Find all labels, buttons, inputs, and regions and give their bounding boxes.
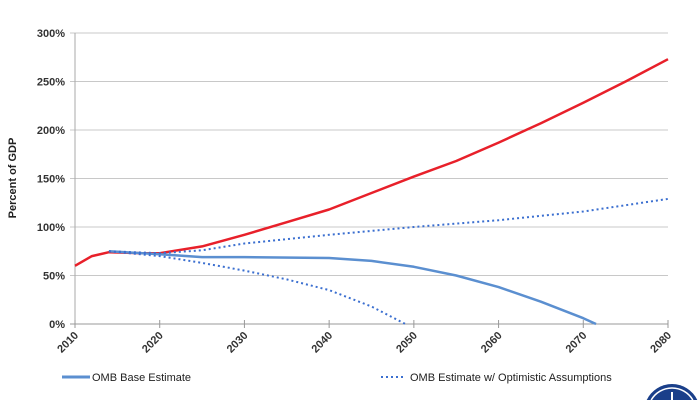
y-tick-label: 100% [37,222,65,234]
y-tick-label: 150% [37,174,65,186]
legend-label-base: OMB Base Estimate [92,372,191,384]
x-tick-label: 2030 [225,330,251,356]
legend-label-optimistic: OMB Estimate w/ Optimistic Assumptions [410,372,612,384]
y-tick-label: 200% [37,125,65,137]
x-tick-label: 2080 [648,330,674,356]
legend: OMB Base Estimate OMB Estimate w/ Optimi… [62,372,612,384]
x-tick-label: 2070 [564,330,590,356]
y-tick-label: 50% [43,271,65,283]
y-tick-label: 300% [37,28,65,40]
series-line-0 [74,58,669,267]
series-line-1 [108,250,597,326]
x-tick-label: 2010 [55,330,81,356]
x-tick-label: 2060 [479,330,505,356]
y-axis-label: Percent of GDP [7,138,19,219]
y-tick-label: 0% [49,319,65,331]
series-line-3 [108,250,406,325]
seal-logo [646,383,698,400]
x-tick-label: 2040 [309,330,335,356]
y-tick-label: 250% [37,77,65,89]
series-line-2 [108,197,669,255]
x-tick-label: 2020 [140,330,166,356]
x-tick-label: 2050 [394,330,420,356]
